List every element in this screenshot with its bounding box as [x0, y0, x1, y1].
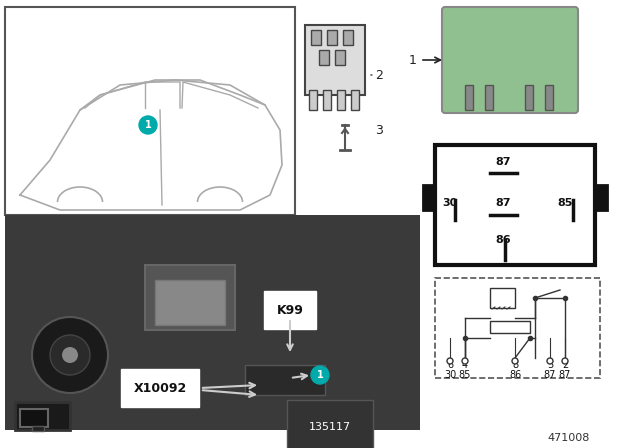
Circle shape — [562, 358, 568, 364]
Circle shape — [311, 366, 329, 384]
Bar — [20, 409, 48, 427]
Bar — [595, 185, 607, 210]
Bar — [309, 90, 317, 110]
Circle shape — [62, 347, 78, 363]
Bar — [305, 25, 365, 95]
Text: 87: 87 — [495, 157, 511, 167]
Text: K99: K99 — [276, 303, 303, 316]
Bar — [32, 426, 44, 431]
Bar — [5, 7, 295, 215]
Text: 1: 1 — [145, 120, 152, 130]
Text: 2: 2 — [562, 360, 568, 370]
Bar — [15, 402, 70, 430]
Text: 6: 6 — [447, 360, 453, 370]
Text: 2: 2 — [375, 69, 383, 82]
Text: 87: 87 — [495, 198, 511, 208]
Bar — [423, 185, 435, 210]
Bar — [435, 145, 595, 265]
Bar — [465, 85, 473, 110]
Text: X10092: X10092 — [133, 382, 187, 395]
Text: 1: 1 — [317, 370, 323, 380]
Bar — [525, 85, 533, 110]
Text: 5: 5 — [547, 360, 553, 370]
Text: 8: 8 — [512, 360, 518, 370]
Text: 3: 3 — [375, 124, 383, 137]
Bar — [145, 265, 235, 330]
Text: 87: 87 — [559, 370, 571, 380]
Circle shape — [462, 358, 468, 364]
Bar — [337, 90, 345, 110]
Bar — [245, 365, 325, 395]
Text: 1: 1 — [409, 53, 417, 66]
Text: 471008: 471008 — [548, 433, 590, 443]
Text: 85: 85 — [459, 370, 471, 380]
Text: 4: 4 — [462, 360, 468, 370]
Bar — [319, 50, 329, 65]
Bar — [155, 280, 225, 325]
Text: X10092: X10092 — [133, 382, 187, 395]
Circle shape — [512, 358, 518, 364]
Bar — [485, 85, 493, 110]
Circle shape — [32, 317, 108, 393]
Text: 30: 30 — [442, 198, 458, 208]
Text: K99: K99 — [276, 303, 303, 316]
Text: 135117: 135117 — [309, 422, 351, 432]
Text: 86: 86 — [495, 235, 511, 245]
Bar — [323, 90, 331, 110]
Text: 87: 87 — [544, 370, 556, 380]
Text: 86: 86 — [509, 370, 521, 380]
Bar — [490, 321, 530, 333]
Bar — [343, 30, 353, 45]
Circle shape — [547, 358, 553, 364]
Circle shape — [447, 358, 453, 364]
Bar — [5, 215, 420, 430]
Text: 30: 30 — [444, 370, 456, 380]
Bar — [335, 50, 345, 65]
Bar — [311, 30, 321, 45]
Text: 85: 85 — [557, 198, 573, 208]
Bar — [490, 288, 515, 308]
FancyBboxPatch shape — [442, 7, 578, 113]
Bar — [351, 90, 359, 110]
Bar — [545, 85, 553, 110]
Circle shape — [50, 335, 90, 375]
Circle shape — [139, 116, 157, 134]
Bar — [327, 30, 337, 45]
Bar — [435, 278, 600, 378]
